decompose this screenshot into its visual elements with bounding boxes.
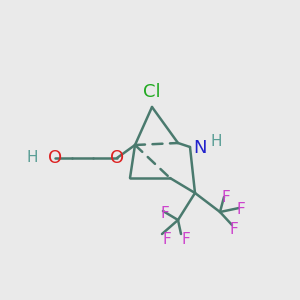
Text: O: O [48, 149, 62, 167]
Text: H: H [210, 134, 221, 148]
Text: F: F [237, 202, 245, 217]
Text: F: F [160, 206, 169, 220]
Text: F: F [230, 223, 238, 238]
Text: H: H [26, 151, 38, 166]
Text: O: O [110, 149, 124, 167]
Text: N: N [193, 139, 206, 157]
Text: F: F [222, 190, 230, 206]
Text: F: F [182, 232, 190, 247]
Text: F: F [163, 232, 171, 247]
Text: Cl: Cl [143, 83, 161, 101]
